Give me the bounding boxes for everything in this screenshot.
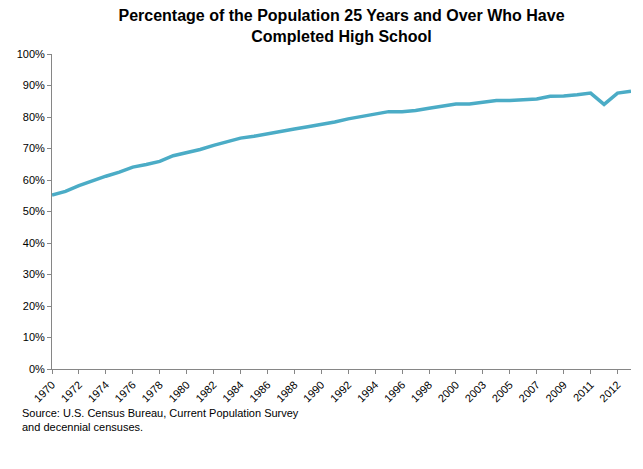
svg-text:2012: 2012 — [597, 379, 623, 405]
svg-text:1972: 1972 — [58, 379, 84, 405]
svg-text:1994: 1994 — [355, 379, 381, 405]
svg-text:Percentage of the Population 2: Percentage of the Population 25 Years an… — [118, 7, 564, 45]
svg-text:2011: 2011 — [571, 379, 596, 404]
svg-text:70%: 70% — [23, 142, 45, 154]
svg-text:Source: U.S. Census Bureau, Cu: Source: U.S. Census Bureau, Current Popu… — [22, 407, 299, 433]
svg-text:1976: 1976 — [112, 379, 138, 405]
svg-text:1974: 1974 — [85, 379, 111, 405]
svg-text:1988: 1988 — [274, 379, 300, 405]
svg-text:1998: 1998 — [409, 379, 435, 405]
svg-text:1980: 1980 — [166, 379, 192, 405]
svg-text:2000: 2000 — [435, 379, 461, 405]
svg-text:1992: 1992 — [328, 379, 354, 405]
svg-text:80%: 80% — [23, 111, 45, 123]
svg-text:90%: 90% — [23, 79, 45, 91]
svg-text:100%: 100% — [17, 48, 45, 60]
svg-text:1970: 1970 — [32, 379, 58, 405]
svg-text:1984: 1984 — [220, 379, 246, 405]
svg-text:1982: 1982 — [193, 379, 219, 405]
svg-text:30%: 30% — [23, 268, 45, 280]
svg-text:1990: 1990 — [301, 379, 327, 405]
svg-text:20%: 20% — [23, 300, 45, 312]
svg-text:50%: 50% — [23, 205, 45, 217]
svg-text:2003: 2003 — [462, 379, 488, 405]
svg-text:40%: 40% — [23, 237, 45, 249]
svg-text:1978: 1978 — [139, 379, 165, 405]
svg-text:60%: 60% — [23, 174, 45, 186]
svg-text:1996: 1996 — [382, 379, 408, 405]
svg-text:2007: 2007 — [516, 379, 542, 405]
svg-text:2005: 2005 — [489, 379, 515, 405]
svg-text:1986: 1986 — [247, 379, 273, 405]
svg-text:10%: 10% — [23, 331, 45, 343]
svg-text:2009: 2009 — [543, 379, 569, 405]
svg-text:0%: 0% — [29, 363, 45, 375]
